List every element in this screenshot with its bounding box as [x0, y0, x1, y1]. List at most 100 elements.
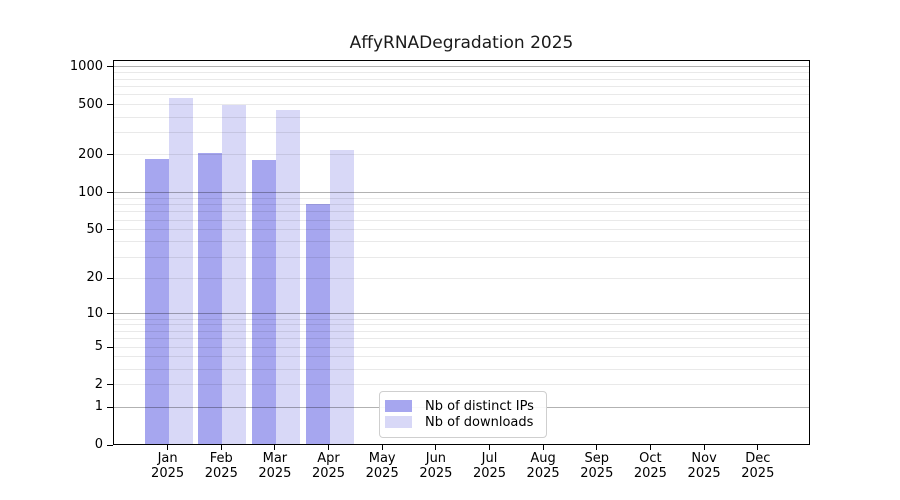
y-tick-label: 20 [86, 270, 103, 286]
x-tick-label-year: 2025 [419, 466, 453, 481]
x-tick-mark [328, 445, 329, 450]
gridline-2 [114, 384, 809, 386]
x-tick-label-year: 2025 [204, 466, 238, 481]
x-tick-label-year: 2025 [687, 466, 721, 481]
x-tick-label-month: Feb [209, 451, 233, 466]
y-tick-mark [107, 66, 113, 68]
bar-downloads-feb [222, 105, 247, 444]
x-tick-label-year: 2025 [151, 466, 185, 481]
x-tick-mark [703, 445, 705, 450]
legend-swatch-distinct-ips [385, 400, 412, 412]
legend-label: Nb of downloads [425, 414, 534, 430]
x-tick-label-year: 2025 [311, 466, 346, 481]
gridline-5 [114, 346, 809, 348]
x-tick-label-month: Apr [317, 451, 340, 466]
y-tick-mark [107, 277, 113, 279]
gridline-60 [114, 219, 809, 221]
gridline-8 [114, 324, 809, 326]
x-tick-label-month: Jul [481, 451, 498, 466]
gridline-400 [114, 116, 809, 118]
y-tick-label: 2 [94, 376, 103, 392]
bar-distinct-ips-feb [198, 152, 223, 444]
y-tick-mark [107, 406, 113, 408]
x-tick-mark [435, 445, 437, 450]
legend-swatch-downloads [385, 416, 412, 428]
legend: Nb of distinct IPs Nb of downloads [379, 391, 547, 438]
x-tick-label-apr: Apr 2025 [299, 451, 359, 481]
x-tick-label-year: 2025 [741, 466, 775, 481]
y-tick-mark [107, 104, 113, 106]
x-tick-mark [274, 445, 276, 450]
bar-downloads-apr [329, 149, 354, 444]
bar-downloads-mar [275, 109, 300, 444]
x-tick-label-year: 2025 [258, 466, 292, 481]
gridline-40 [114, 241, 809, 243]
gridline-30 [114, 256, 809, 258]
bar-distinct-ips-apr [305, 204, 330, 444]
y-tick-label: 10 [86, 305, 103, 321]
x-tick-label-year: 2025 [526, 466, 560, 481]
chart-title: AffyRNADegradation 2025 [349, 33, 574, 53]
y-tick-label: 5 [94, 339, 103, 354]
y-tick-label: 1 [94, 399, 103, 415]
legend-label: Nb of distinct IPs [425, 398, 534, 414]
gridline-600 [114, 94, 809, 96]
gridline-7 [114, 330, 809, 332]
gridline-20 [114, 277, 809, 279]
x-tick-mark [220, 445, 222, 450]
y-tick-mark [107, 346, 113, 348]
gridline-300 [114, 132, 809, 134]
x-tick-label-sep: Sep 2025 [567, 451, 627, 481]
y-tick-label: 200 [78, 146, 103, 162]
x-tick-label-dec: Dec 2025 [728, 451, 788, 481]
x-tick-label-may: May 2025 [352, 451, 412, 481]
x-tick-mark [489, 445, 490, 450]
y-tick-mark [107, 229, 113, 231]
gridline-3 [114, 368, 809, 370]
gridline-90 [114, 197, 809, 199]
bar-distinct-ips-jan [144, 158, 169, 444]
y-tick-label: 1000 [69, 58, 103, 74]
y-tick-mark [107, 192, 113, 193]
x-tick-label-month: Nov [691, 451, 717, 466]
x-tick-label-month: Aug [530, 451, 556, 466]
gridline-100 [114, 192, 809, 193]
x-tick-mark [381, 445, 383, 450]
x-tick-mark [649, 445, 651, 450]
x-tick-label-month: Mar [262, 451, 288, 466]
x-tick-label-feb: Feb 2025 [191, 451, 251, 481]
gridline-9 [114, 318, 809, 320]
bar-downloads-jan [168, 97, 193, 444]
x-tick-label-month: Jun [425, 451, 447, 466]
x-tick-label-jun: Jun 2025 [406, 451, 466, 481]
legend-item: Nb of distinct IPs [385, 398, 546, 414]
x-tick-label-year: 2025 [365, 466, 399, 481]
gridline-500 [114, 104, 809, 106]
plot-area [113, 60, 810, 445]
gridline-700 [114, 85, 809, 87]
x-tick-label-month: Sep [584, 451, 610, 466]
x-tick-mark [542, 445, 544, 450]
y-tick-label: 50 [86, 221, 103, 237]
x-tick-label-oct: Oct 2025 [620, 451, 680, 481]
x-tick-mark [596, 445, 598, 450]
gridline-200 [114, 154, 809, 156]
x-tick-label-month: Oct [639, 451, 662, 466]
x-tick-label-nov: Nov 2025 [674, 451, 734, 481]
x-tick-label-month: May [368, 451, 396, 466]
x-tick-mark [167, 445, 169, 450]
bar-distinct-ips-mar [251, 159, 276, 444]
x-tick-label-jul: Jul 2025 [460, 451, 520, 481]
y-tick-mark [107, 384, 113, 386]
gridline-4 [114, 356, 809, 358]
legend-item: Nb of downloads [385, 414, 546, 430]
y-tick-mark [107, 154, 113, 156]
x-tick-label-year: 2025 [633, 466, 667, 481]
gridline-1000 [114, 66, 809, 68]
x-tick-label-jan: Jan 2025 [138, 451, 198, 481]
gridline-900 [114, 72, 809, 74]
x-tick-label-month: Dec [745, 451, 771, 466]
y-tick-label: 500 [78, 96, 103, 112]
gridline-6 [114, 338, 809, 339]
y-tick-label: 0 [94, 437, 103, 452]
